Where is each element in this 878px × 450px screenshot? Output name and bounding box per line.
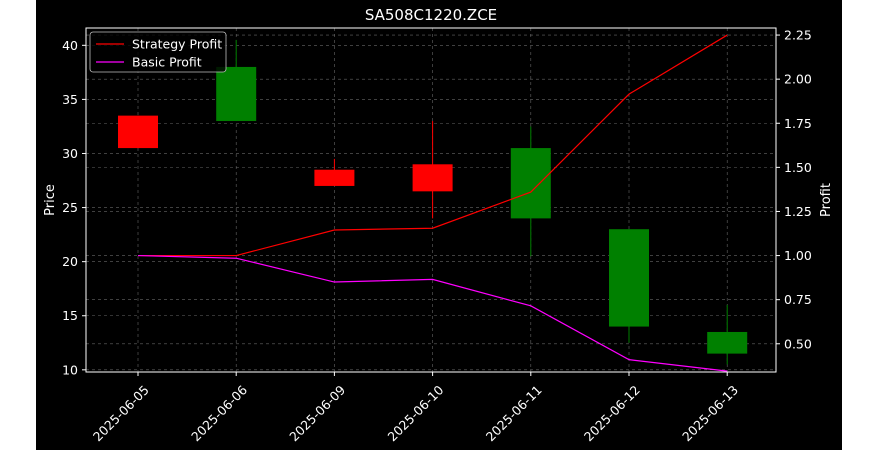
profit-lines (137, 34, 728, 372)
y2-tick-label: 2.00 (784, 72, 812, 87)
y-tick-label: 10 (62, 362, 78, 377)
candle-body (216, 66, 257, 122)
y-axis-label: Price (43, 184, 58, 216)
candle-body (118, 115, 158, 149)
candle-body (707, 331, 748, 354)
y-axis-left: 10 15 20 25 30 35 40 (62, 38, 86, 377)
axes-frame (85, 27, 777, 373)
y-tick-label: 35 (62, 92, 78, 107)
y-axis-right: 0.50 0.75 1.00 1.25 1.50 1.75 2.00 2.25 (776, 28, 812, 351)
y2-tick-label: 1.25 (784, 204, 812, 219)
y2-tick-label: 0.50 (784, 336, 812, 351)
series-line (137, 254, 728, 372)
legend: Strategy Profit Basic Profit (89, 31, 227, 73)
y2-tick-label: 2.25 (784, 28, 812, 43)
candle-body (412, 164, 453, 192)
candle (216, 39, 257, 122)
y-tick-label: 30 (62, 146, 78, 161)
y-tick-label: 15 (62, 308, 78, 323)
y2-tick-label: 1.00 (784, 248, 812, 263)
candle (707, 304, 748, 365)
candle (118, 115, 158, 149)
y-tick-label: 20 (62, 254, 78, 269)
legend-entry: Strategy Profit (132, 37, 222, 52)
figure-background (36, 0, 842, 450)
y-tick-label: 40 (62, 38, 78, 53)
candle (609, 229, 649, 343)
chart-title: SA508C1220.ZCE (365, 6, 497, 24)
legend-entry: Basic Profit (132, 55, 202, 70)
y2-tick-label: 1.75 (784, 116, 812, 131)
candle-body (510, 148, 551, 219)
y2-tick-label: 1.50 (784, 160, 812, 175)
y-tick-label: 25 (62, 200, 78, 215)
y2-axis-label: Profit (819, 183, 834, 217)
candlesticks (118, 39, 748, 365)
series-line (138, 34, 728, 257)
candle-body (609, 229, 649, 327)
candle (314, 158, 355, 186)
candle (510, 126, 551, 257)
candle-body (314, 169, 355, 186)
y2-tick-label: 0.75 (784, 292, 812, 307)
candle (412, 121, 453, 219)
